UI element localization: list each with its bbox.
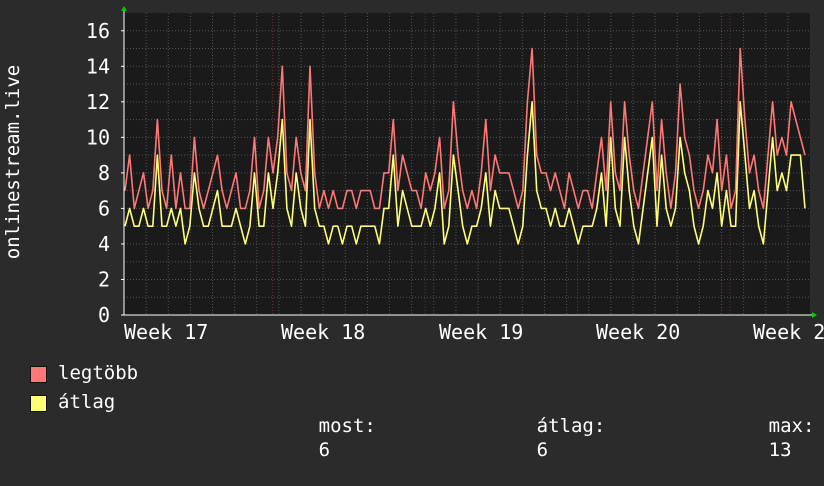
legend-label-max: legtöbb [58, 362, 139, 384]
x-axis-arrow [812, 312, 817, 318]
legend-swatch-max [30, 366, 47, 383]
stat-current-label: most: [318, 415, 376, 437]
x-tick-label: Week 2 [753, 320, 824, 344]
y-tick-label: 6 [98, 196, 110, 220]
stat-max-label: max: [768, 415, 815, 437]
stat-current: most: 6 [250, 390, 376, 486]
x-tick-label: Week 20 [596, 320, 680, 344]
stat-average: átlag: 6 [468, 390, 606, 486]
y-axis-label: onlinestream.live [2, 65, 24, 259]
legend-label-avg: átlag [58, 391, 116, 413]
legend-swatch-avg [30, 395, 47, 412]
legend-row-avg: átlag most: 6 átlag: 6 max: 13 [30, 390, 814, 461]
stat-max: max: 13 [700, 390, 815, 486]
y-tick-label: 4 [98, 232, 110, 256]
y-tick-label: 2 [98, 267, 110, 291]
legend-row-max: legtöbb [30, 361, 810, 385]
plot-background [124, 13, 810, 315]
label-layer: 0 2 4 6 8 10 12 14 16 Week 17 Week 18 Week 19 Week 2… [2, 19, 824, 344]
series-line-max [124, 47, 806, 210]
x-tick-label: Week 19 [439, 320, 523, 344]
y-tick-label: 12 [86, 90, 110, 114]
axis-layer [121, 6, 817, 318]
series-layer [124, 47, 806, 245]
y-tick-label: 14 [86, 54, 110, 78]
y-tick-label: 16 [86, 19, 110, 43]
chart: 0 2 4 6 8 10 12 14 16 Week 17 Week 18 Week 19 Week 2… [2, 6, 824, 461]
stat-average-value: 6 [536, 439, 549, 461]
stat-max-value: 13 [768, 439, 792, 461]
stat-average-label: átlag: [536, 415, 606, 437]
y-axis-arrow [121, 6, 127, 11]
stat-current-value: 6 [318, 439, 331, 461]
y-tick-label: 0 [98, 303, 110, 327]
x-tick-label: Week 18 [281, 320, 365, 344]
series-line-avg [124, 101, 806, 245]
y-tick-label: 10 [86, 125, 110, 149]
y-tick-label: 8 [98, 161, 110, 185]
x-tick-label: Week 17 [124, 320, 208, 344]
chart-svg: 0 2 4 6 8 10 12 14 16 Week 17 Week 18 Week 19 Week 2… [2, 6, 824, 344]
